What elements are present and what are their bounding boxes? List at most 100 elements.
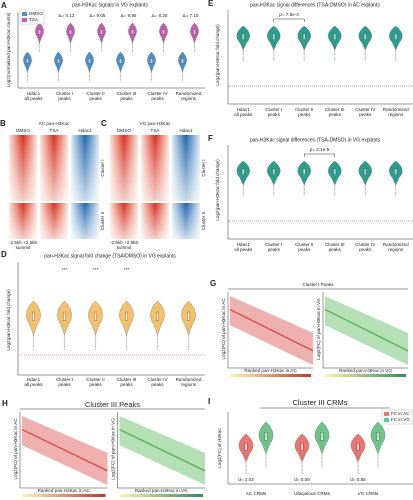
category-label: Randomized <box>176 377 202 382</box>
p-value: p= 2.1e-5 <box>310 147 330 152</box>
trend-line <box>229 308 314 352</box>
category-label: peaks <box>58 382 71 387</box>
x-axis-label: Ranked pan-H3Kac in AC <box>38 488 91 493</box>
panel-letter: I <box>208 397 210 406</box>
y-axis-label: Log2(normalized pan-H3Kac counts) <box>6 12 11 87</box>
box <box>272 168 276 175</box>
legend-swatch <box>384 418 389 422</box>
column-label: DMSO <box>117 128 131 133</box>
panel-title: pan-H3Kac signal differences (TSA-DMSO) … <box>250 137 381 143</box>
tick-label: +2.5kb <box>124 240 138 245</box>
category-label: regions <box>181 382 197 387</box>
column-label: TSA <box>151 128 161 133</box>
trend-line <box>324 308 409 352</box>
box <box>333 33 337 40</box>
category-label: peaks <box>329 247 342 252</box>
category-label: VG CRMs <box>358 491 379 496</box>
column-label: Hdac1 <box>179 128 193 133</box>
column-label: DMSO <box>16 128 30 133</box>
category-label: Cluster IV <box>147 377 168 382</box>
legend-swatch <box>22 12 27 16</box>
box <box>100 29 103 35</box>
panel-letter: C <box>101 119 107 128</box>
box <box>363 33 367 40</box>
panel-letter: B <box>0 119 6 128</box>
box <box>131 29 134 35</box>
legend-box <box>381 409 413 425</box>
effect-size: d= 1.03 <box>238 477 254 482</box>
column-label: Hdac1 <box>78 128 92 133</box>
y-axis-label: Log2(FC) of H3Kac <box>217 428 222 468</box>
box <box>94 311 97 321</box>
category-label: Cluster I <box>56 377 73 382</box>
panel-title: pan-H3Kac signal differences (TSA-DMSO) … <box>250 2 380 8</box>
category-label: Cluster IV <box>147 91 168 96</box>
annotation: Δ= 9.85 <box>121 13 137 18</box>
category-label: Randomized <box>383 242 409 247</box>
category-label: peaks <box>58 96 71 101</box>
panel-letter: D <box>1 250 7 259</box>
column-label: TSA <box>50 128 60 133</box>
box <box>181 58 184 64</box>
trend-line <box>21 428 108 472</box>
heatmap-fade <box>9 203 37 239</box>
tick-label: summit <box>117 245 133 250</box>
category-label: Cluster III <box>117 377 137 382</box>
x-axis-label: Ranked pan-H3Kac in VG <box>135 488 188 493</box>
annotation: Δ= 9.05 <box>90 13 106 18</box>
category-label: Cluster I <box>265 242 282 247</box>
box <box>376 432 380 441</box>
annotation: Δ= 4.13 <box>59 13 75 18</box>
y-axis-label: Log2(FC) of pan-H3Kac in VG <box>111 418 116 480</box>
category-label: Cluster I <box>265 107 282 112</box>
panel-title: Cluster III CRMs <box>292 398 347 407</box>
row-label: Cluster I <box>100 159 105 176</box>
category-label: Cluster II <box>86 91 104 96</box>
p-value: p= 7.5e-4 <box>279 12 299 17</box>
panel-letter: E <box>208 0 214 8</box>
box <box>193 29 196 35</box>
box <box>69 29 72 35</box>
box <box>394 168 398 175</box>
category-label: Randomized <box>176 91 202 96</box>
tick-label: -2.5kb <box>110 240 123 245</box>
heatmap-fade <box>141 135 169 201</box>
bracket <box>273 18 305 22</box>
category-label: peaks <box>359 112 372 117</box>
box <box>88 58 91 64</box>
heatmap-fade <box>110 203 138 239</box>
tick-label: summit <box>16 245 32 250</box>
panel-title: pan-H3Kac signals in VG explants <box>72 2 148 8</box>
category-label: Cluster II <box>86 377 104 382</box>
category-label: peaks <box>329 112 342 117</box>
x-axis-label: Ranked pan-H3Kac in AC <box>244 368 297 373</box>
category-label: Cluster II <box>295 107 313 112</box>
heatmap-fade <box>172 203 200 239</box>
panel-title: AC pan-H3Kac <box>39 121 70 126</box>
category-label: Cluster III <box>117 91 137 96</box>
box <box>300 442 304 451</box>
category-label: peaks <box>298 247 311 252</box>
box <box>356 442 360 451</box>
box <box>63 311 66 321</box>
category-label: all peaks <box>24 382 43 387</box>
box <box>264 432 268 441</box>
category-label: peaks <box>298 112 311 117</box>
box <box>162 29 165 35</box>
legend-label: DMSO <box>29 11 43 16</box>
rank-bar <box>230 374 311 377</box>
category-label: peaks <box>89 96 102 101</box>
heatmap-fade <box>110 135 138 201</box>
heatmap-fade <box>71 203 99 239</box>
tick-label: -2.5kb <box>9 240 22 245</box>
legend-label: FC in AC <box>391 411 410 416</box>
legend-label: FC in VG <box>391 417 410 422</box>
significance: *** <box>124 267 130 272</box>
category-label: Ubiquitous CRMs <box>294 491 330 496</box>
y-axis-label: Log2(FC) of pan-H3Kac in VG <box>316 298 321 360</box>
box <box>363 168 367 175</box>
category-label: Randomized <box>383 107 409 112</box>
box <box>38 29 41 35</box>
rank-bar <box>119 494 203 497</box>
